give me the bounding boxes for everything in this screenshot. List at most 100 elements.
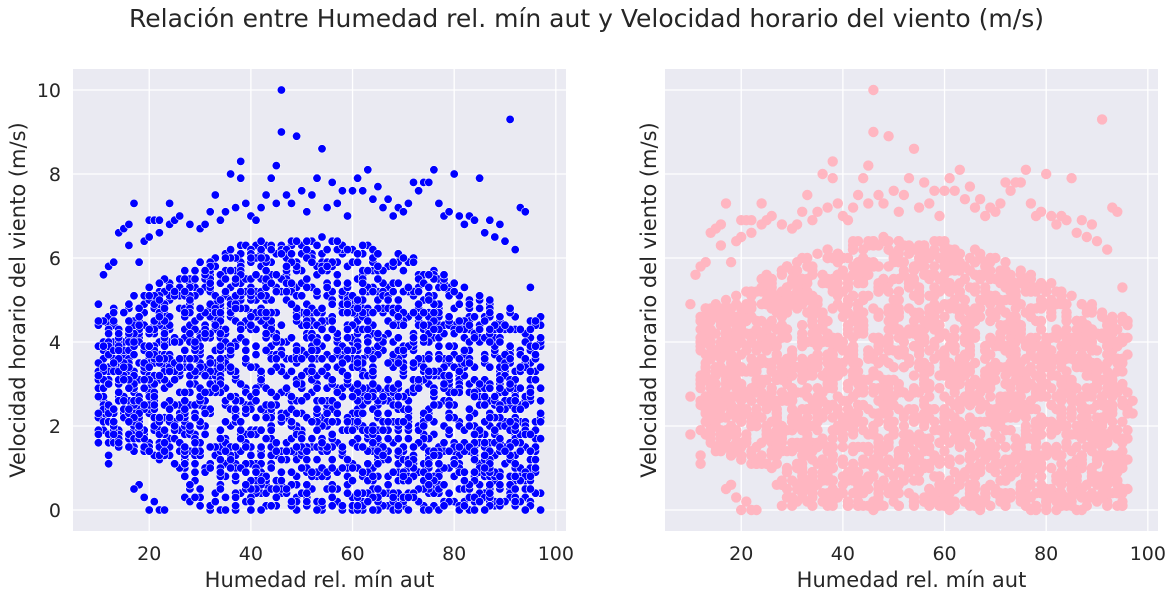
data-point <box>985 462 996 474</box>
data-point <box>215 329 225 339</box>
data-point <box>124 240 134 250</box>
data-point <box>276 85 286 95</box>
data-point <box>985 500 996 511</box>
data-point <box>353 417 363 427</box>
data-point <box>480 354 490 364</box>
data-point <box>903 303 915 314</box>
data-point <box>924 320 935 331</box>
data-point <box>180 287 190 297</box>
data-point <box>398 320 408 330</box>
data-point <box>873 454 884 465</box>
data-point <box>221 417 231 427</box>
y-tick-label: 6 <box>49 248 61 270</box>
data-point <box>480 316 490 326</box>
data-point <box>980 353 991 364</box>
data-point <box>226 245 236 255</box>
data-point <box>180 308 190 318</box>
data-point <box>256 203 266 213</box>
data-point <box>241 345 251 355</box>
data-point <box>149 497 159 507</box>
data-point <box>424 354 434 364</box>
data-point <box>154 228 164 238</box>
data-point <box>297 291 307 301</box>
data-point <box>985 391 996 402</box>
data-point <box>276 249 286 259</box>
data-point <box>1096 307 1108 318</box>
data-point <box>246 320 256 330</box>
data-point <box>944 483 955 495</box>
data-point <box>337 442 347 452</box>
data-point <box>368 354 378 364</box>
data-point <box>500 362 510 372</box>
data-point <box>429 308 439 318</box>
data-point <box>342 345 352 355</box>
figure-title: Relación entre Humedad rel. mín aut y Ve… <box>129 4 1044 33</box>
y-tick-label: 0 <box>49 500 61 522</box>
data-point <box>464 413 474 423</box>
data-point <box>888 479 899 490</box>
data-point <box>378 392 388 402</box>
data-point <box>251 341 261 351</box>
data-point <box>1096 429 1108 440</box>
data-point <box>393 295 403 305</box>
data-point <box>93 371 103 381</box>
data-point <box>454 366 464 376</box>
data-point <box>1102 320 1113 331</box>
data-point <box>990 366 1001 377</box>
data-point <box>464 421 474 431</box>
data-point <box>215 295 225 305</box>
data-point <box>429 165 439 175</box>
data-point <box>180 471 190 481</box>
data-point <box>226 392 236 402</box>
data-point <box>408 257 418 267</box>
data-point <box>746 286 757 297</box>
data-point <box>525 484 535 494</box>
data-point <box>332 278 342 288</box>
data-point <box>373 249 383 259</box>
data-point <box>353 257 363 267</box>
data-point <box>919 374 930 385</box>
data-point <box>195 501 205 511</box>
data-point <box>271 198 281 208</box>
data-point <box>408 308 418 318</box>
data-point <box>388 211 398 221</box>
y-tick-label: 8 <box>49 164 61 186</box>
data-point <box>1015 299 1026 310</box>
data-point <box>756 450 767 461</box>
data-point <box>832 391 843 402</box>
data-point <box>469 467 479 477</box>
data-point <box>363 497 373 507</box>
data-point <box>1000 441 1011 453</box>
data-point <box>144 282 154 292</box>
data-point <box>271 333 281 343</box>
data-point <box>424 505 434 515</box>
data-point <box>281 287 291 297</box>
data-point <box>495 337 505 347</box>
data-point <box>373 459 383 469</box>
data-point <box>388 287 398 297</box>
data-point <box>485 215 495 225</box>
data-point <box>812 383 823 394</box>
data-point <box>791 257 803 268</box>
data-point <box>1112 475 1123 486</box>
data-point <box>1035 315 1047 327</box>
data-point <box>236 425 246 435</box>
data-point <box>342 371 352 381</box>
data-point <box>241 442 251 452</box>
data-point <box>990 357 1001 369</box>
data-point <box>215 484 225 494</box>
data-point <box>898 269 910 280</box>
data-point <box>393 379 403 389</box>
data-point <box>873 307 884 318</box>
data-point <box>337 501 347 511</box>
data-point <box>185 362 195 372</box>
data-point <box>114 345 124 355</box>
data-point <box>297 434 307 444</box>
data-point <box>424 177 434 187</box>
data-point <box>368 438 378 448</box>
data-point <box>139 400 149 410</box>
data-point <box>980 286 991 297</box>
data-point <box>883 236 894 247</box>
data-point <box>200 387 210 397</box>
data-point <box>144 341 154 351</box>
